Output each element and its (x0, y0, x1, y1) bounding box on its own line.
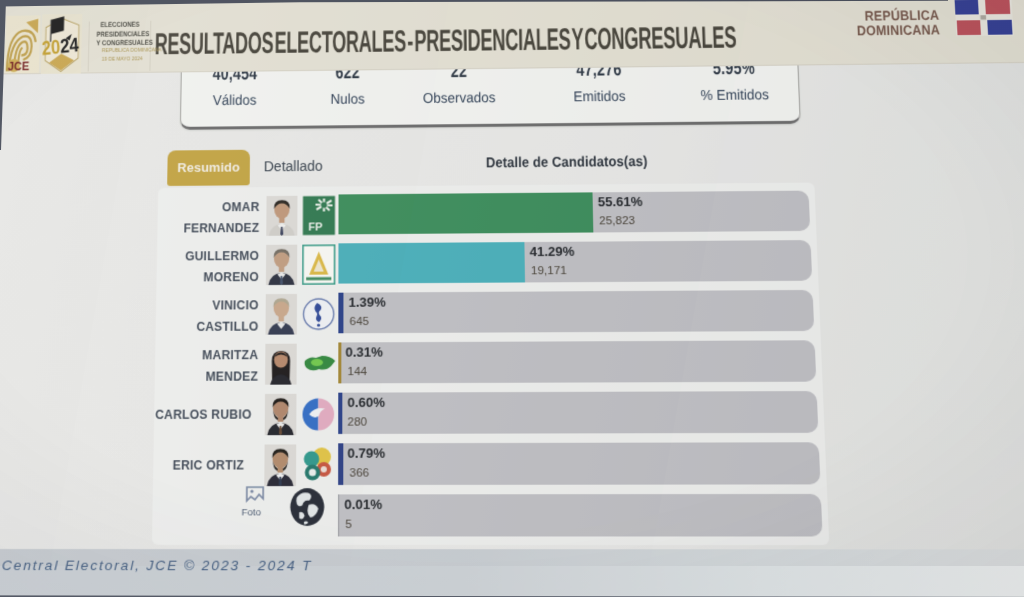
svg-text:JCE: JCE (8, 60, 30, 73)
svg-text:Foto: Foto (241, 507, 261, 518)
svg-text:FP: FP (308, 221, 322, 234)
svg-text:2024: 2024 (41, 34, 79, 60)
